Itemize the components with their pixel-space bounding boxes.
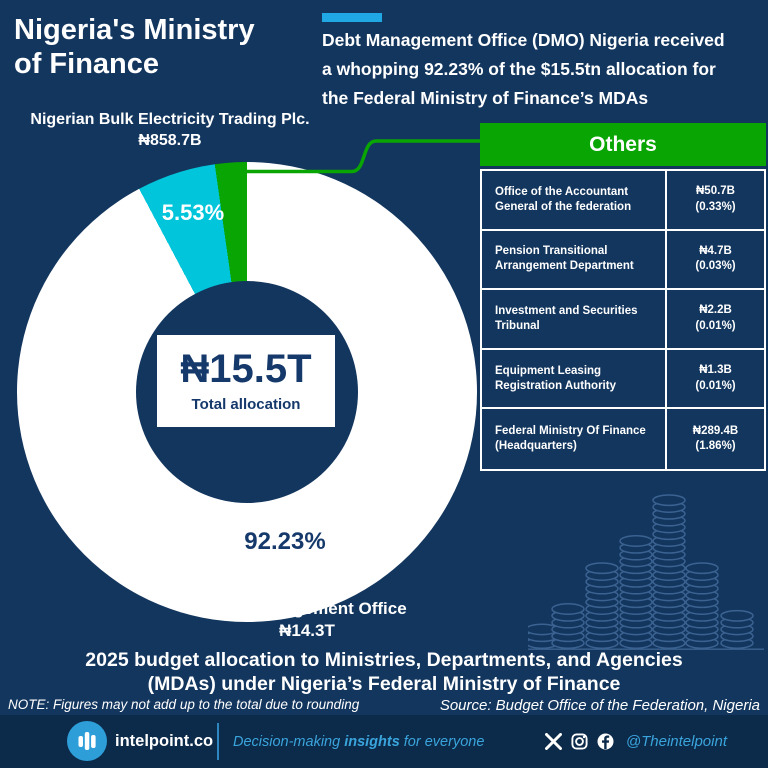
brand-tagline: Decision-making insights for everyone — [233, 715, 484, 768]
headline-text: Debt Management Office (DMO) Nigeria rec… — [322, 26, 766, 113]
total-allocation-value: ₦15.5T — [180, 347, 312, 391]
label-nbet: Nigerian Bulk Electricity Trading Plc. ₦… — [0, 109, 340, 151]
brand-name: intelpoint.co — [115, 732, 214, 750]
source-credit: Source: Budget Office of the Federation,… — [439, 697, 760, 714]
headline-line3: the Federal Ministry of Finance’s MDAs — [322, 88, 649, 108]
table-cell-value: ₦1.3B (0.01%) — [665, 349, 764, 408]
label-nbet-name: Nigerian Bulk Electricity Trading Plc. — [30, 111, 310, 128]
table-row: Investment and Securities Tribunal ₦2.2B… — [482, 290, 764, 350]
table-cell-label: Federal Ministry Of Finance (Headquarter… — [495, 425, 646, 453]
label-dmo-name: Debt Management Office — [207, 599, 407, 618]
tagline-pre: Decision-making — [233, 733, 341, 750]
table-cell-label: Investment and Securities Tribunal — [495, 305, 638, 332]
headline-line2: a whopping 92.23% of the $15.5tn allocat… — [322, 59, 716, 79]
table-cell-label: Equipment Leasing Registration Authority — [495, 364, 616, 392]
table-cell-value: ₦289.4B (1.86%) — [665, 409, 764, 469]
others-table-header: Others — [480, 123, 766, 166]
donut-center-box: ₦15.5T Total allocation — [157, 335, 335, 427]
social-handle: @Theintelpoint — [625, 733, 727, 750]
chart-caption: 2025 budget allocation to Ministries, De… — [0, 648, 768, 696]
table-row: Pension Transitional Arrangement Departm… — [482, 230, 764, 291]
table-row: Federal Ministry Of Finance (Headquarter… — [482, 409, 764, 469]
page-title: Nigeria's Ministry of Finance — [14, 14, 314, 82]
table-cell-value: ₦2.2B (0.01%) — [665, 290, 764, 348]
cell-percent: (1.86%) — [695, 440, 736, 453]
table-cell-value: ₦50.7B (0.33%) — [665, 171, 764, 229]
cell-percent: (0.03%) — [695, 260, 736, 273]
label-dmo-percent: 92.23% — [244, 528, 326, 555]
x-icon[interactable] — [544, 733, 562, 750]
cell-amount: ₦50.7B — [696, 185, 735, 198]
headline-accent-bar — [322, 13, 382, 22]
cell-amount: ₦2.2B — [699, 304, 732, 317]
cell-amount: ₦4.7B — [699, 244, 732, 257]
footer-divider — [217, 723, 219, 760]
table-cell-label: Office of the Accountant General of the … — [495, 185, 632, 213]
label-nbet-percent: 5.53% — [161, 200, 225, 225]
bar-chart-logo-icon — [67, 721, 107, 761]
total-allocation-label: Total allocation — [191, 396, 301, 413]
page-title-line2: of Finance — [14, 47, 160, 80]
cell-percent: (0.01%) — [695, 319, 736, 332]
cell-percent: (0.33%) — [695, 200, 736, 213]
headline-line1: Debt Management Office (DMO) Nigeria rec… — [322, 30, 725, 50]
table-cell-label: Pension Transitional Arrangement Departm… — [495, 245, 634, 273]
label-dmo: Debt Management Office ₦14.3T — [187, 598, 427, 642]
caption-line2: (MDAs) under Nigeria’s Federal Ministry … — [147, 673, 621, 695]
brand-footer-bar: intelpoint.co Decision-making insights f… — [0, 715, 768, 768]
table-row: Equipment Leasing Registration Authority… — [482, 349, 764, 410]
coins-illustration — [528, 494, 764, 650]
page-title-line1: Nigeria's Ministry — [14, 14, 255, 46]
cell-percent: (0.01%) — [695, 379, 736, 392]
label-nbet-value: ₦858.7B — [138, 132, 202, 149]
others-table-body: Office of the Accountant General of the … — [480, 169, 766, 471]
cell-amount: ₦289.4B — [692, 424, 739, 437]
facebook-icon[interactable] — [597, 733, 614, 750]
cell-amount: ₦1.3B — [699, 364, 732, 377]
others-table: Others Office of the Accountant General … — [480, 123, 766, 471]
instagram-icon[interactable] — [571, 733, 588, 750]
label-dmo-value: ₦14.3T — [279, 621, 335, 640]
footnote: NOTE: Figures may not add up to the tota… — [8, 697, 360, 712]
table-cell-value: ₦4.7B (0.03%) — [665, 230, 764, 289]
tagline-bold: insights — [344, 733, 400, 750]
tagline-post: for everyone — [403, 733, 485, 750]
social-links: @Theintelpoint — [544, 715, 727, 768]
table-row: Office of the Accountant General of the … — [482, 171, 764, 231]
caption-line1: 2025 budget allocation to Ministries, De… — [85, 649, 683, 671]
